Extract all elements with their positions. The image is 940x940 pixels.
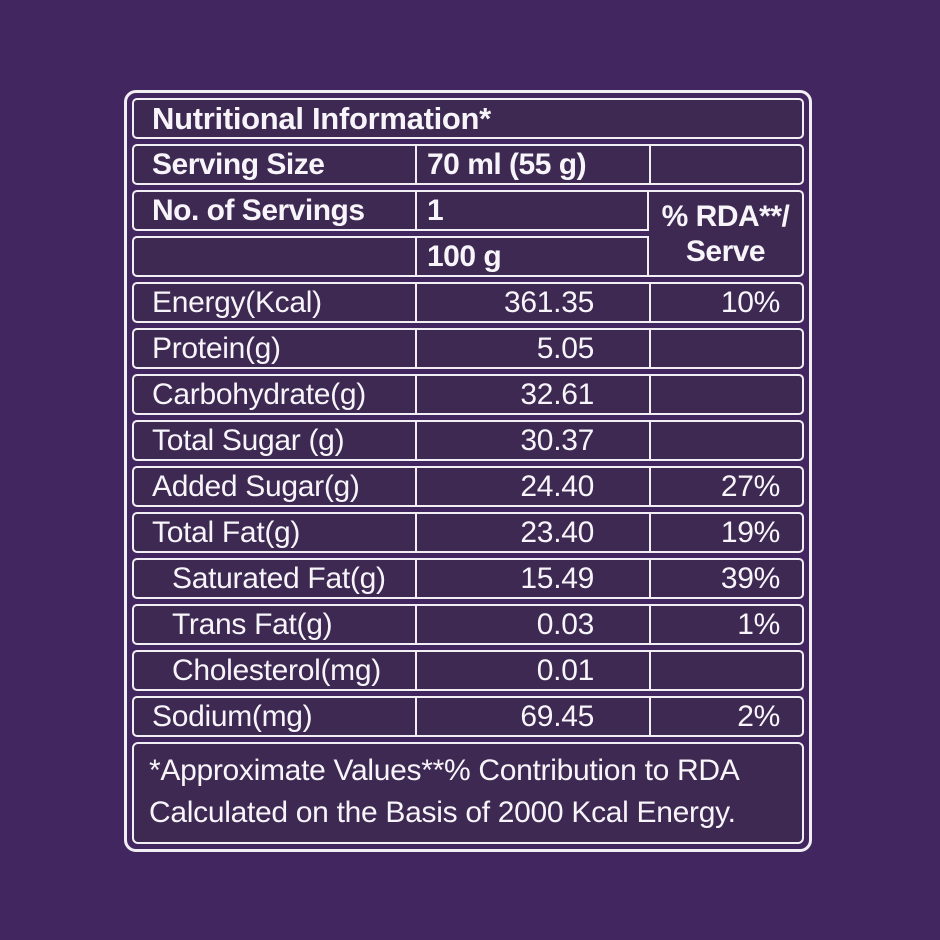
per-100g-value: 23.40 [415, 514, 649, 551]
rda-value: 2% [649, 698, 802, 735]
nutrient-label: Energy(Kcal) [152, 285, 322, 319]
table-row-sodium: Sodium(mg) 69.45 2% [132, 696, 804, 737]
nutrient-label: Trans Fat(g) [172, 607, 333, 641]
serving-size-empty-cell [649, 146, 802, 183]
per-100g-value: 0.03 [415, 606, 649, 643]
table-row-carbohydrate: Carbohydrate(g) 32.61 [132, 374, 804, 415]
nutrient-label: Total Fat(g) [152, 515, 301, 549]
servings-header-group: No. of Servings 1 100 g % RDA**/ Serve [132, 190, 804, 277]
footnote-line2: Calculated on the Basis of 2000 Kcal Ene… [149, 796, 736, 829]
rda-value [649, 330, 802, 367]
footnote-line1: *Approximate Values**% Contribution to R… [149, 754, 740, 787]
per-100g-header-row: 100 g [132, 236, 649, 277]
table-row-cholesterol: Cholesterol(mg) 0.01 [132, 650, 804, 691]
serving-size-value: 70 ml (55 g) [415, 146, 649, 183]
nutrient-label: Sodium(mg) [152, 699, 313, 733]
table-row-total-sugar: Total Sugar (g) 30.37 [132, 420, 804, 461]
rda-value [649, 652, 802, 689]
nutrition-label: Nutritional Information* Serving Size 70… [124, 90, 812, 852]
table-row-total-fat: Total Fat(g) 23.40 19% [132, 512, 804, 553]
per-100g-value: 30.37 [415, 422, 649, 459]
rda-value: 1% [649, 606, 802, 643]
per-100g-value: 5.05 [415, 330, 649, 367]
per-100g-value: 15.49 [415, 560, 649, 597]
footnote: *Approximate Values**% Contribution to R… [132, 742, 804, 844]
servings-header-left: No. of Servings 1 100 g [132, 190, 649, 277]
serving-size-label: Serving Size [152, 147, 325, 181]
table-row-trans-fat: Trans Fat(g) 0.03 1% [132, 604, 804, 645]
rda-value: 39% [649, 560, 802, 597]
table-title-row: Nutritional Information* [132, 98, 804, 139]
nutrient-label: Added Sugar(g) [152, 469, 360, 503]
nutrient-label: Protein(g) [152, 331, 281, 365]
table-row-added-sugar: Added Sugar(g) 24.40 27% [132, 466, 804, 507]
rda-value [649, 376, 802, 413]
nutrient-label: Total Sugar (g) [152, 423, 345, 457]
table-row-protein: Protein(g) 5.05 [132, 328, 804, 369]
per-100g-value: 361.35 [415, 284, 649, 321]
table-title: Nutritional Information* [152, 100, 491, 136]
rda-header-line1: % RDA**/ [661, 199, 790, 233]
rda-value: 27% [649, 468, 802, 505]
per-100g-value: 32.61 [415, 376, 649, 413]
rda-value: 19% [649, 514, 802, 551]
per-100g-value: 0.01 [415, 652, 649, 689]
per-100g-header: 100 g [415, 238, 647, 275]
nutrient-label: Saturated Fat(g) [172, 561, 386, 595]
per-100g-empty-cell [134, 238, 415, 275]
rda-column-header: % RDA**/ Serve [649, 190, 804, 277]
table-row-energy: Energy(Kcal) 361.35 10% [132, 282, 804, 323]
nutrient-label: Carbohydrate(g) [152, 377, 366, 411]
nutrient-label: Cholesterol(mg) [172, 653, 381, 687]
no-of-servings-label: No. of Servings [152, 193, 365, 227]
per-100g-value: 24.40 [415, 468, 649, 505]
table-row-saturated-fat: Saturated Fat(g) 15.49 39% [132, 558, 804, 599]
rda-value [649, 422, 802, 459]
per-100g-value: 69.45 [415, 698, 649, 735]
rda-header-line2: Serve [685, 234, 766, 268]
no-of-servings-row: No. of Servings 1 [132, 190, 649, 231]
rda-value: 10% [649, 284, 802, 321]
no-of-servings-value: 1 [415, 192, 647, 229]
serving-size-row: Serving Size 70 ml (55 g) [132, 144, 804, 185]
